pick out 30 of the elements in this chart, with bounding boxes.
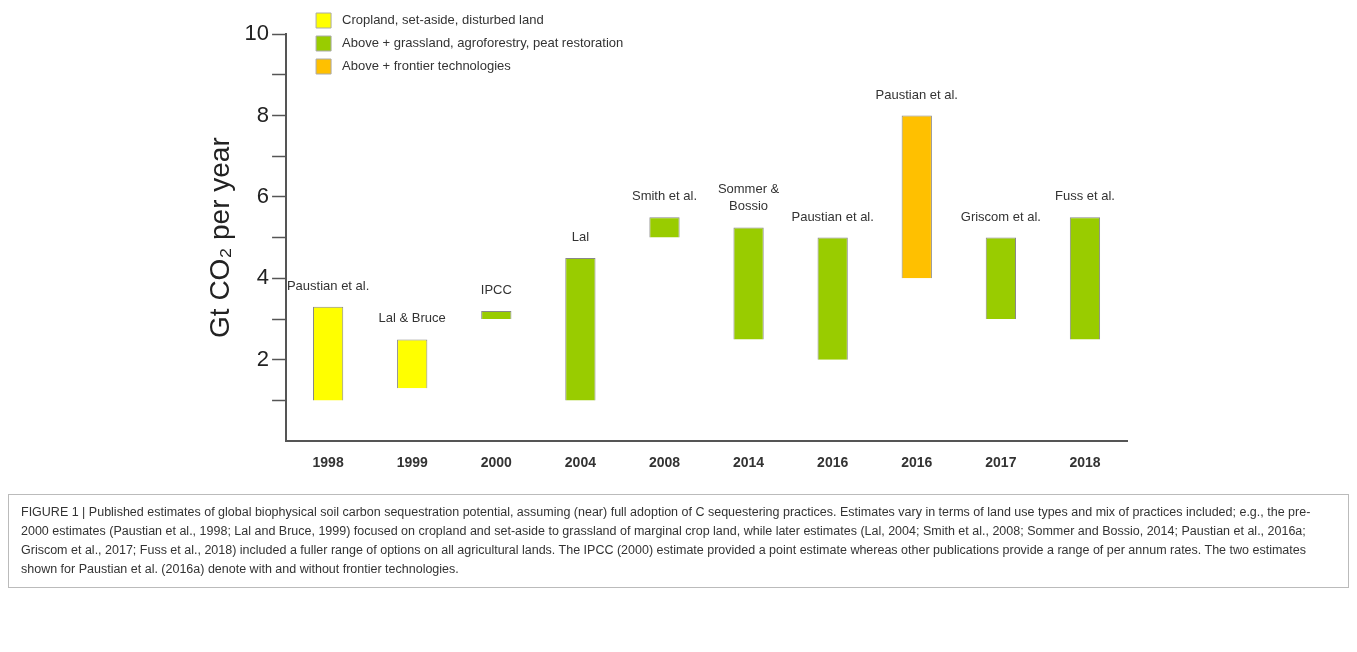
annotation: Lal [571, 229, 590, 245]
annotation: Lal & Bruce [378, 310, 446, 326]
x-tick-label: 2018 [1069, 454, 1101, 471]
y-tick-label: 6 [256, 182, 270, 208]
y-tick-label: 2 [256, 345, 270, 371]
y-tick-label: 4 [256, 264, 270, 290]
annotation: Fuss et al. [1054, 188, 1115, 204]
x-tick-label: 2016 [817, 454, 849, 471]
annotation: Paustian et al. [286, 277, 370, 293]
y-tick-label: 10 [244, 20, 270, 46]
caption: FIGURE 1 | Published estimates of global biophysical soil carbon sequestration potential, assuming (near) full adoption of C sequestering practices. Estimates vary in terms of land use types and mix of practices included; e.g., the pre-2000 estimates (Paustian et al., 1998; Lal and Bruce, 1999) focused on cropland and set-aside to grassland of marginal crop land, while later estimates (Lal, 2004; Smith et al., 2008; Sommer and Bossio, 2014; Paustian et al., 2016a; Griscom et al., 2017; Fuss et al., 2018) included a fuller range of options on all agricultural lands. The IPCC (2000) estimate provided a point estimate whereas other publications provide a range of per annum rates. The two estimates shown for Paustian et al. (2016a) denote with and without frontier technologies. [8, 494, 1349, 588]
x-tick-label: 2017 [985, 454, 1017, 471]
x-tick-label: 2016 [901, 454, 933, 471]
annotation: Griscom et al. [960, 208, 1041, 224]
legend-label: Above + frontier technologies [342, 57, 512, 73]
annotation: Paustian et al. [875, 86, 958, 102]
x-tick-label: 2000 [480, 454, 513, 471]
x-tick-label: 1998 [312, 454, 344, 471]
annotation: IPCC [480, 281, 512, 297]
legend-label: Above + grassland, agroforestry, peat restoration [342, 34, 624, 50]
x-tick-label: 2014 [733, 454, 765, 471]
y-tick-label: 8 [256, 101, 270, 127]
annotation: Smith et al. [631, 188, 697, 204]
x-tick-label: 1999 [396, 454, 428, 471]
annotation: Sommer & Bossio [717, 181, 780, 214]
x-tick-label: 2008 [648, 454, 681, 471]
legend-label: Cropland, set-aside, disturbed land [342, 11, 544, 27]
x-tick-label: 2004 [564, 454, 597, 471]
annotation: Paustian et al. [791, 208, 874, 224]
y-axis-title: Gt CO₂ per year [203, 137, 235, 338]
